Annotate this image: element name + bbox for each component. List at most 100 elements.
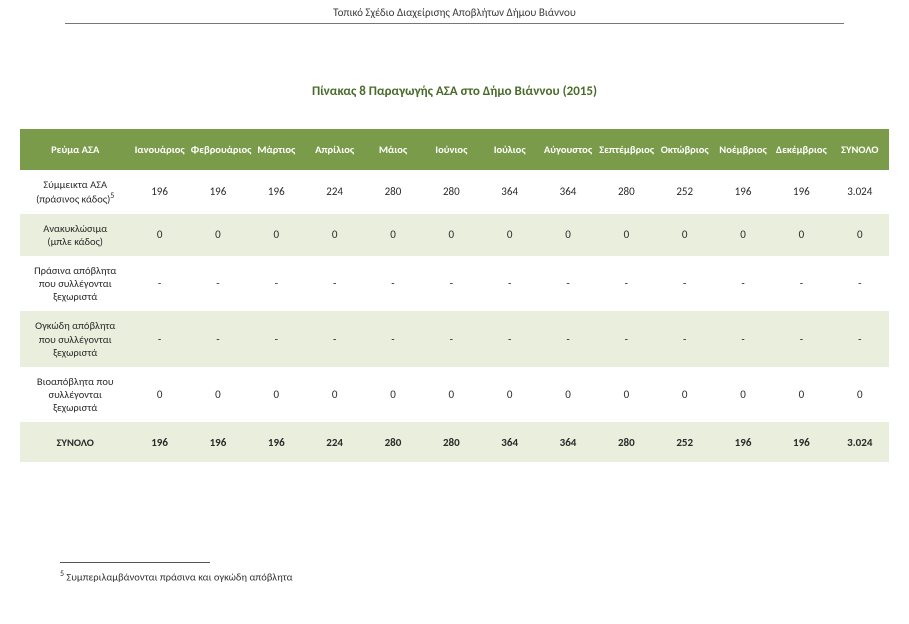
asa-table: Ρεύμα ΑΣΑΙανουάριοςΦεβρουάριοςΜάρτιοςΑπρ… [20, 129, 889, 462]
cell-value: 0 [772, 367, 830, 422]
table-row: Ανακυκλώσιμα(μπλε κάδος)0000000000000 [20, 214, 889, 256]
cell-value: 0 [714, 367, 772, 422]
cell-value: - [539, 311, 597, 366]
cell-value: - [130, 256, 188, 311]
cell-value: 196 [772, 422, 830, 462]
cell-value: 0 [656, 367, 714, 422]
col-header-label: Ρεύμα ΑΣΑ [20, 129, 130, 170]
cell-value: 280 [364, 422, 422, 462]
cell-value: - [364, 256, 422, 311]
table-row: Ογκώδη απόβληταπου συλλέγονταιξεχωριστά-… [20, 311, 889, 366]
cell-value: 0 [364, 214, 422, 256]
cell-value: - [831, 256, 889, 311]
cell-value: 252 [656, 170, 714, 214]
cell-value: - [714, 311, 772, 366]
cell-value: 196 [189, 422, 247, 462]
cell-value: 364 [481, 170, 539, 214]
cell-value: 280 [597, 422, 655, 462]
cell-value: - [597, 256, 655, 311]
cell-value: 280 [422, 422, 480, 462]
table-row: Πράσινα απόβληταπου συλλέγονταιξεχωριστά… [20, 256, 889, 311]
row-label: Ογκώδη απόβληταπου συλλέγονταιξεχωριστά [20, 311, 130, 366]
table-head-row: Ρεύμα ΑΣΑΙανουάριοςΦεβρουάριοςΜάρτιοςΑπρ… [20, 129, 889, 170]
row-label-sup: 5 [110, 191, 114, 201]
cell-value: 0 [481, 214, 539, 256]
table-title: Πίνακας 8 Παραγωγής ΑΣΑ στο Δήμο Βιάννου… [20, 84, 889, 99]
cell-value: 280 [597, 170, 655, 214]
cell-value: 280 [422, 170, 480, 214]
cell-value: - [247, 311, 305, 366]
table-head: Ρεύμα ΑΣΑΙανουάριοςΦεβρουάριοςΜάρτιοςΑπρ… [20, 129, 889, 170]
cell-value: - [189, 256, 247, 311]
col-header-month: ΣΥΝΟΛΟ [831, 129, 889, 170]
cell-value: - [305, 311, 363, 366]
cell-value: 0 [597, 214, 655, 256]
row-label: ΣΥΝΟΛΟ [20, 422, 130, 462]
cell-value: - [831, 311, 889, 366]
cell-value: - [247, 256, 305, 311]
page-root: Τοπικό Σχέδιο Διαχείρισης Αποβλήτων Δήμο… [0, 0, 909, 624]
cell-value: 252 [656, 422, 714, 462]
row-label: Βιοαπόβλητα πουσυλλέγονταιξεχωριστά [20, 367, 130, 422]
cell-value: - [772, 311, 830, 366]
cell-value: 0 [364, 367, 422, 422]
cell-value: - [656, 311, 714, 366]
table-row-total: ΣΥΝΟΛΟ1961961962242802803643642802521961… [20, 422, 889, 462]
footnote: 5 Συμπεριλαμβάνονται πράσινα και ογκώδη … [60, 569, 889, 584]
col-header-month: Φεβρουάριος [189, 129, 247, 170]
col-header-month: Σεπτέμβριος [597, 129, 655, 170]
col-header-month: Αύγουστος [539, 129, 597, 170]
col-header-month: Νοέμβριος [714, 129, 772, 170]
cell-value: 196 [714, 170, 772, 214]
cell-value: 0 [305, 214, 363, 256]
cell-value: 0 [189, 367, 247, 422]
table-row: Βιοαπόβλητα πουσυλλέγονταιξεχωριστά00000… [20, 367, 889, 422]
col-header-month: Ιούνιος [422, 129, 480, 170]
cell-value: 196 [247, 170, 305, 214]
row-label: Ανακυκλώσιμα(μπλε κάδος) [20, 214, 130, 256]
cell-value: 0 [539, 214, 597, 256]
cell-value: - [714, 256, 772, 311]
cell-value: - [481, 256, 539, 311]
cell-value: 224 [305, 422, 363, 462]
cell-value: - [597, 311, 655, 366]
col-header-month: Οκτώβριος [656, 129, 714, 170]
cell-value: 196 [772, 170, 830, 214]
footnote-text: Συμπεριλαμβάνονται πράσινα και ογκώδη απ… [64, 571, 293, 584]
cell-value: - [539, 256, 597, 311]
cell-value: 364 [539, 422, 597, 462]
cell-value: 0 [130, 367, 188, 422]
cell-value: 0 [597, 367, 655, 422]
cell-value: 196 [714, 422, 772, 462]
cell-value: 0 [831, 214, 889, 256]
cell-value: 196 [130, 422, 188, 462]
cell-value: 0 [714, 214, 772, 256]
page-header-title: Τοπικό Σχέδιο Διαχείρισης Αποβλήτων Δήμο… [20, 0, 889, 23]
cell-value: 0 [422, 214, 480, 256]
cell-value: 0 [831, 367, 889, 422]
cell-value: - [422, 256, 480, 311]
cell-value: - [305, 256, 363, 311]
cell-value: 0 [481, 367, 539, 422]
cell-value: - [772, 256, 830, 311]
cell-value: 0 [247, 214, 305, 256]
cell-value: - [656, 256, 714, 311]
table-body: Σύμμεικτα ΑΣΑ(πράσινος κάδος)51961961962… [20, 170, 889, 462]
cell-value: 0 [656, 214, 714, 256]
cell-value: - [130, 311, 188, 366]
cell-value: - [189, 311, 247, 366]
cell-value: 0 [189, 214, 247, 256]
cell-value: 3.024 [831, 422, 889, 462]
cell-value: - [481, 311, 539, 366]
cell-value: 0 [772, 214, 830, 256]
footnote-separator [60, 562, 210, 563]
row-label: Πράσινα απόβληταπου συλλέγονταιξεχωριστά [20, 256, 130, 311]
col-header-month: Μάιος [364, 129, 422, 170]
cell-value: - [422, 311, 480, 366]
header-rule [65, 23, 844, 24]
cell-value: 364 [539, 170, 597, 214]
col-header-month: Ιούλιος [481, 129, 539, 170]
cell-value: 0 [539, 367, 597, 422]
cell-value: 196 [130, 170, 188, 214]
cell-value: 224 [305, 170, 363, 214]
